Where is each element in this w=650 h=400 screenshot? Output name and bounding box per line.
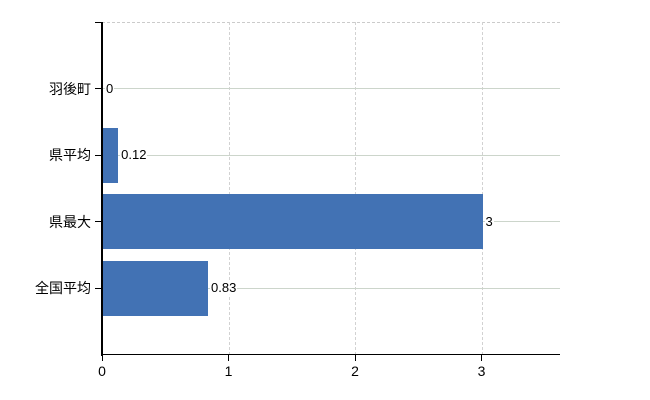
category-label: 県平均 — [49, 147, 91, 163]
vertical-gridline — [228, 22, 230, 355]
category-label: 羽後町 — [49, 80, 91, 97]
value-label: 0.83 — [210, 279, 238, 296]
vertical-gridline — [355, 22, 357, 355]
category-label: 全国平均 — [35, 280, 91, 296]
bar — [103, 260, 208, 316]
x-axis-tick — [101, 354, 103, 361]
x-axis-line — [101, 353, 560, 355]
horizontal-gridline — [102, 154, 560, 156]
plot-top-border — [102, 22, 560, 23]
x-tick-label: 0 — [98, 362, 106, 379]
value-label: 0 — [105, 80, 115, 96]
y-axis-tick — [95, 88, 102, 89]
x-tick-label: 1 — [224, 362, 233, 379]
bar — [103, 127, 119, 183]
value-label: 3 — [484, 213, 494, 229]
x-tick-label: 3 — [477, 362, 486, 379]
y-axis-tick — [95, 154, 102, 156]
y-axis-line — [101, 22, 103, 356]
value-label: 0.12 — [120, 146, 148, 163]
x-axis-tick — [354, 354, 356, 361]
horizontal-gridline — [102, 88, 560, 89]
y-axis-top-tick — [95, 21, 102, 23]
bar — [103, 194, 483, 249]
x-axis-tick — [481, 354, 483, 361]
y-axis-tick — [95, 287, 102, 289]
horizontal-gridline — [102, 287, 560, 289]
vertical-gridline — [481, 22, 483, 355]
x-axis-tick — [228, 354, 230, 361]
y-axis-tick — [95, 221, 102, 222]
x-tick-label: 2 — [351, 362, 359, 379]
category-label: 県最大 — [49, 213, 91, 230]
